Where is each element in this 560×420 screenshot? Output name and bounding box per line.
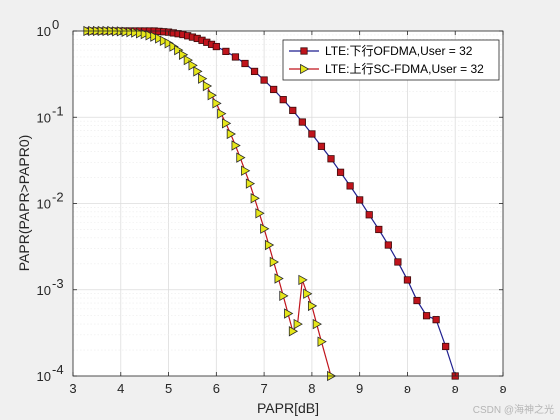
data-point: [236, 152, 246, 163]
x-tick-label: 9: [356, 381, 363, 396]
data-point: [212, 42, 220, 51]
data-point: [289, 106, 297, 115]
data-point: [250, 193, 260, 204]
data-point: [432, 316, 440, 324]
y-tick-label: 10: [37, 369, 51, 384]
y-axis-title: PAPR(PAPR>PAPR0): [16, 135, 32, 272]
data-point: [241, 165, 251, 176]
data-point: [312, 318, 322, 330]
watermark: CSDN @海神之光: [473, 403, 554, 416]
data-point: [255, 208, 265, 219]
data-point: [178, 49, 189, 60]
data-point: [198, 73, 208, 84]
y-tick-exponent: -3: [52, 276, 64, 291]
y-tick-exponent: -4: [52, 362, 64, 377]
data-point: [293, 318, 303, 330]
data-point: [174, 44, 184, 56]
data-point: [303, 288, 313, 299]
x-axis-title: PAPR[dB]: [257, 400, 319, 416]
y-tick-label: 10: [37, 283, 51, 298]
x-tick-label: ʚ: [500, 381, 507, 396]
data-point: [375, 225, 383, 234]
data-point: [212, 98, 222, 109]
data-point: [422, 312, 431, 320]
data-point: [336, 168, 345, 176]
data-point: [222, 47, 230, 56]
data-point: [260, 223, 270, 234]
data-point: [140, 28, 150, 40]
legend-marker: [300, 63, 310, 75]
y-tick-label: 10: [37, 197, 51, 212]
data-point: [279, 96, 287, 104]
data-point: [356, 196, 364, 204]
data-point: [384, 241, 392, 249]
data-point: [298, 274, 308, 286]
data-point: [403, 276, 412, 284]
data-point: [264, 239, 275, 251]
data-point: [279, 290, 289, 302]
legend-box: [282, 39, 500, 81]
legend-entry-1: LTE:下行OFDMA,User = 32: [289, 44, 473, 58]
data-point: [207, 90, 217, 101]
legend-entry-2: LTE:上行SC-FDMA,User = 32: [289, 62, 484, 76]
data-point: [346, 182, 354, 190]
data-point: [288, 326, 299, 337]
data-point: [284, 308, 294, 319]
data-point: [365, 211, 373, 219]
data-point: [317, 142, 326, 150]
data-point: [155, 33, 165, 44]
data-point: [269, 256, 279, 268]
legend-label: LTE:下行OFDMA,User = 32: [325, 44, 473, 58]
data-point: [298, 118, 306, 126]
x-tick-label: 6: [213, 381, 220, 396]
data-point: [188, 60, 198, 71]
data-point: [307, 300, 318, 312]
data-point: [308, 130, 316, 138]
x-tick-label: 4: [117, 381, 124, 396]
data-point: [327, 155, 335, 163]
legend: LTE:下行OFDMA,User = 32 LTE:上行SC-FDMA,User …: [282, 39, 500, 81]
data-point: [221, 118, 232, 129]
data-point: [131, 27, 141, 38]
y-tick-exponent: -1: [52, 103, 64, 118]
data-point: [183, 54, 193, 66]
y-tick-label: 10: [37, 24, 51, 39]
x-tick-label: ʚ: [452, 381, 459, 396]
data-point: [145, 30, 155, 41]
legend-marker: [300, 47, 308, 55]
data-point: [164, 38, 174, 49]
data-point: [250, 67, 259, 76]
data-point: [245, 178, 256, 189]
data-point: [274, 273, 284, 284]
x-tick-label: 3: [69, 381, 76, 396]
x-tick-label: 5: [165, 381, 172, 396]
data-point: [150, 31, 160, 42]
data-point: [442, 342, 450, 351]
data-point: [126, 26, 136, 38]
data-point: [193, 66, 203, 77]
data-point: [241, 59, 249, 68]
data-point: [260, 76, 268, 84]
data-point: [231, 140, 241, 151]
y-tick-exponent: 0: [52, 17, 59, 32]
data-point: [226, 128, 236, 140]
data-point: [394, 258, 402, 266]
data-point: [413, 296, 421, 305]
data-point: [270, 85, 278, 94]
legend-label: LTE:上行SC-FDMA,User = 32: [325, 62, 484, 76]
x-tick-label: 7: [260, 381, 267, 396]
data-point: [231, 53, 240, 61]
data-point: [121, 26, 131, 37]
y-tick-exponent: -2: [52, 190, 64, 205]
x-tick-label: ʚ: [404, 381, 411, 396]
y-tick-label: 10: [37, 110, 51, 125]
data-point: [217, 108, 227, 119]
data-point: [169, 41, 179, 52]
data-point: [202, 80, 213, 92]
data-point: [159, 35, 170, 46]
data-point: [317, 336, 327, 347]
x-tick-label: 8: [308, 381, 315, 396]
